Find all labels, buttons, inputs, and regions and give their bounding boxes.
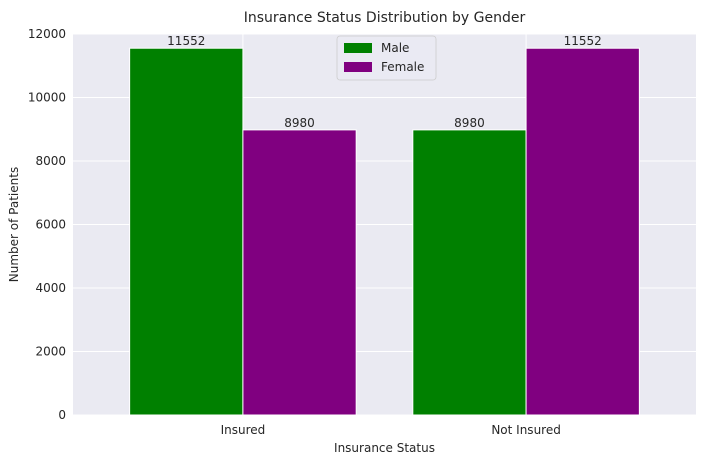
x-tick-label: Insured (221, 423, 266, 437)
bar-male-not-insured (412, 129, 527, 416)
y-axis-label: Number of Patients (7, 167, 21, 282)
bars (129, 47, 640, 416)
bar-female-insured (242, 129, 357, 416)
y-tick-label: 0 (58, 408, 66, 422)
y-tick-label: 4000 (35, 281, 66, 295)
y-tick-label: 8000 (35, 154, 66, 168)
y-tick-label: 10000 (28, 91, 66, 105)
data-labels: 11552 8980 8980 11552 (167, 34, 602, 130)
x-axis-ticks: Insured Not Insured (221, 423, 561, 437)
bar-male-insured (129, 47, 244, 416)
legend: Male Female (336, 35, 437, 81)
data-label: 8980 (454, 116, 485, 130)
data-label: 11552 (167, 34, 205, 48)
legend-label-male: Male (381, 41, 409, 55)
legend-label-female: Female (381, 60, 424, 74)
data-label: 8980 (284, 116, 315, 130)
y-tick-label: 2000 (35, 345, 66, 359)
y-tick-label: 12000 (28, 27, 66, 41)
legend-swatch-male (344, 43, 372, 53)
y-tick-label: 6000 (35, 218, 66, 232)
chart-title: Insurance Status Distribution by Gender (244, 10, 526, 26)
legend-swatch-female (344, 62, 372, 72)
x-tick-label: Not Insured (491, 423, 561, 437)
data-label: 11552 (564, 34, 602, 48)
y-axis-ticks: 0 2000 4000 6000 8000 10000 12000 (28, 27, 66, 422)
x-axis-label: Insurance Status (334, 441, 435, 455)
bar-female-not-insured (525, 47, 640, 416)
